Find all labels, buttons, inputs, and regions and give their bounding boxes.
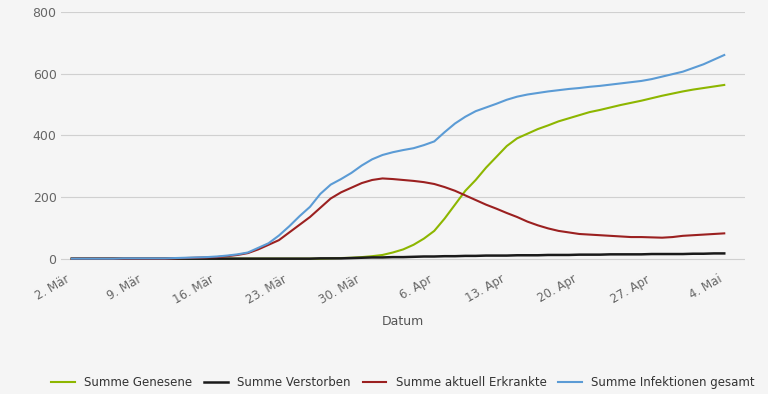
Summe Infektionen gesamt — [482, 105, 491, 110]
Summe aktuell Erkrankte — [492, 206, 501, 211]
Summe aktuell Erkrankte — [720, 231, 729, 236]
Summe Genesene — [150, 256, 159, 261]
Line: Summe Verstorben: Summe Verstorben — [71, 253, 724, 259]
Summe Verstorben — [482, 253, 491, 258]
Summe Verstorben — [720, 251, 729, 256]
Legend: Summe Genesene, Summe Verstorben, Summe aktuell Erkrankte, Summe Infektionen ges: Summe Genesene, Summe Verstorben, Summe … — [47, 371, 760, 394]
Summe aktuell Erkrankte — [440, 185, 449, 190]
Summe Infektionen gesamt — [389, 150, 398, 154]
Summe aktuell Erkrankte — [336, 190, 346, 195]
Summe Infektionen gesamt — [429, 139, 439, 144]
Summe Infektionen gesamt — [336, 177, 346, 181]
Summe aktuell Erkrankte — [67, 256, 76, 261]
Summe Genesene — [67, 256, 76, 261]
Summe Genesene — [429, 229, 439, 233]
Summe Verstorben — [67, 256, 76, 261]
Summe Verstorben — [336, 256, 346, 261]
Summe Genesene — [720, 83, 729, 87]
Summe Genesene — [389, 250, 398, 255]
Summe aktuell Erkrankte — [378, 176, 387, 181]
Summe Genesene — [492, 154, 501, 159]
Summe Verstorben — [492, 253, 501, 258]
Summe Verstorben — [389, 255, 398, 260]
Summe Verstorben — [429, 254, 439, 259]
Summe Genesene — [482, 165, 491, 170]
Line: Summe Infektionen gesamt: Summe Infektionen gesamt — [71, 55, 724, 259]
Summe Verstorben — [710, 251, 719, 256]
Line: Summe Genesene: Summe Genesene — [71, 85, 724, 259]
Summe Genesene — [336, 256, 346, 260]
Summe Infektionen gesamt — [720, 53, 729, 58]
Summe aktuell Erkrankte — [399, 178, 408, 182]
Line: Summe aktuell Erkrankte: Summe aktuell Erkrankte — [71, 178, 724, 259]
Summe aktuell Erkrankte — [502, 211, 511, 216]
X-axis label: Datum: Datum — [382, 315, 425, 328]
Summe Infektionen gesamt — [492, 101, 501, 106]
Summe Infektionen gesamt — [150, 256, 159, 261]
Summe aktuell Erkrankte — [150, 256, 159, 261]
Summe Verstorben — [150, 256, 159, 261]
Summe Infektionen gesamt — [67, 256, 76, 261]
